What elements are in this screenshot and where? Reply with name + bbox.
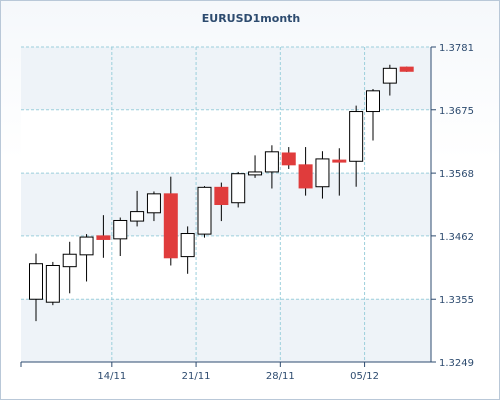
candle-body-up bbox=[62, 253, 77, 268]
candle-body-up bbox=[79, 236, 94, 256]
candle-body-down bbox=[281, 152, 296, 166]
candle-body-up bbox=[197, 186, 212, 235]
candle-body-up bbox=[248, 171, 263, 176]
background-band bbox=[21, 299, 431, 362]
candle-body-up bbox=[315, 158, 330, 188]
candle-body-up bbox=[382, 67, 397, 84]
x-tick-label: 05/12 bbox=[350, 371, 379, 382]
background-band bbox=[21, 47, 431, 110]
axes: 1.3781 1.3675 1.3568 1.3462 1.3355 1.3249 14/1… bbox=[20, 43, 474, 382]
x-tick-label: 21/11 bbox=[182, 371, 211, 382]
candle-body-down bbox=[96, 235, 111, 240]
candle-body-down bbox=[214, 186, 229, 206]
candle-body-up bbox=[349, 111, 364, 162]
candle-body-up bbox=[231, 173, 246, 204]
candle-body-down bbox=[332, 159, 347, 163]
candle-body-up bbox=[130, 211, 145, 222]
y-tick-label: 1.3568 bbox=[439, 169, 474, 180]
y-tick-label: 1.3462 bbox=[439, 232, 474, 243]
candle-body-down bbox=[298, 164, 313, 189]
candle-body-up bbox=[180, 233, 195, 258]
y-tick-label: 1.3249 bbox=[439, 358, 474, 369]
candle-body-down bbox=[163, 193, 178, 259]
y-tick-label: 1.3675 bbox=[439, 106, 474, 117]
candle-body-up bbox=[366, 90, 380, 113]
x-tick-label: 28/11 bbox=[266, 371, 295, 382]
x-tick-label: 14/11 bbox=[97, 371, 126, 382]
candle-body-up bbox=[29, 263, 43, 300]
candle-body-up bbox=[45, 264, 60, 303]
candles bbox=[29, 64, 414, 322]
candle-body-down bbox=[399, 66, 414, 72]
chart-title: EURUSD1month bbox=[201, 12, 301, 25]
candle-body-up bbox=[264, 151, 279, 173]
candle-body-up bbox=[113, 219, 128, 240]
y-tick-label: 1.3355 bbox=[439, 295, 474, 306]
candle-body-up bbox=[146, 193, 161, 214]
y-tick-label: 1.3781 bbox=[439, 43, 474, 54]
